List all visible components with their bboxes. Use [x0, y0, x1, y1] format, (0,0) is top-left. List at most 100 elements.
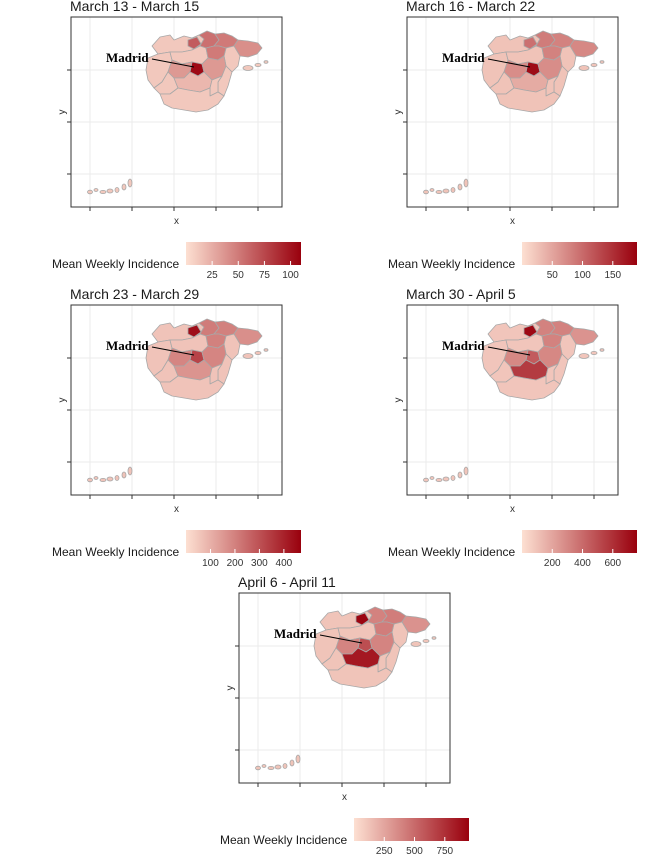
island [127, 178, 133, 188]
island [99, 189, 107, 194]
legend-tick-label: 100 [574, 270, 591, 281]
plot-frame [406, 304, 619, 496]
madrid-label: Madrid [106, 50, 149, 65]
legend-colorbar [354, 818, 469, 841]
island [457, 471, 463, 479]
region-north_dark [355, 612, 370, 626]
panel-title: March 30 - April 5 [406, 286, 516, 302]
legend-title: Mean Weekly Incidence [220, 833, 348, 847]
region-other [327, 663, 393, 689]
island [87, 189, 93, 195]
island [450, 187, 456, 193]
legend-tick-label: 300 [251, 558, 268, 569]
madrid-pointer [151, 346, 195, 356]
island [289, 759, 295, 767]
balearic-islands [578, 348, 605, 359]
panel-title: March 23 - March 29 [70, 286, 199, 302]
legend-tick-label: 400 [574, 558, 591, 569]
legend-tick-label: 600 [604, 558, 621, 569]
panel-title: March 16 - March 22 [406, 0, 535, 14]
spain-provinces [313, 606, 431, 689]
island [435, 477, 443, 482]
island [242, 353, 254, 359]
island [114, 187, 120, 193]
x-axis-label: x [174, 504, 179, 515]
island [254, 351, 262, 356]
x-axis-label: x [174, 216, 179, 227]
island [255, 765, 261, 771]
region-north_dark [187, 324, 202, 338]
balearic-islands [578, 60, 605, 71]
canary-islands [423, 178, 469, 195]
island [267, 765, 275, 770]
island [450, 475, 456, 481]
y-axis-label: y [225, 686, 236, 691]
spain-provinces [145, 30, 263, 113]
map-panel-2: March 16 - March 22 x y Madrid Mean Weekly I… [388, 0, 637, 281]
x-axis-label: x [510, 504, 515, 515]
panel-title: March 13 - March 15 [70, 0, 199, 14]
island [295, 754, 301, 764]
y-axis-label: y [57, 110, 68, 115]
legend-tick-label: 150 [604, 270, 621, 281]
madrid-pointer [487, 58, 531, 68]
legend-tick-label: 750 [436, 846, 453, 857]
balearic-islands [242, 60, 269, 71]
canary-islands [255, 754, 301, 771]
island [410, 641, 422, 647]
island [121, 183, 127, 191]
legend-tick-label: 400 [276, 558, 293, 569]
spain-provinces [481, 30, 599, 113]
island [599, 348, 605, 352]
madrid-pointer [151, 58, 195, 68]
plot-frame [70, 16, 283, 208]
map-panel-3: March 23 - March 29 x y Madrid Mean Weekly I… [52, 286, 301, 569]
island [263, 60, 269, 64]
legend-title: Mean Weekly Incidence [388, 545, 516, 559]
y-axis-label: y [393, 398, 404, 403]
island [442, 188, 450, 194]
region-other [495, 87, 561, 113]
island [590, 63, 598, 68]
legend-tick-label: 50 [233, 270, 245, 281]
island [578, 65, 590, 71]
island [106, 476, 114, 482]
island [127, 466, 133, 476]
island [422, 639, 430, 644]
map-panel-4: March 30 - April 5 x y Madrid Mean Weekly In… [388, 286, 637, 569]
legend: Mean Weekly Incidence 200 400 600 [388, 530, 637, 569]
island [274, 764, 282, 770]
madrid-label: Madrid [274, 626, 317, 641]
island [261, 764, 267, 768]
balearic-islands [242, 348, 269, 359]
island [121, 471, 127, 479]
y-axis-label: y [57, 398, 68, 403]
x-axis-label: x [510, 216, 515, 227]
legend: Mean Weekly Incidence 50 100 150 [388, 242, 637, 281]
region-other [495, 375, 561, 401]
legend-tick-label: 25 [207, 270, 219, 281]
canary-islands [87, 466, 133, 483]
plot-frame [238, 592, 451, 784]
madrid-label: Madrid [442, 50, 485, 65]
island [457, 183, 463, 191]
legend-title: Mean Weekly Incidence [52, 545, 180, 559]
y-axis-label: y [393, 110, 404, 115]
legend: Mean Weekly Incidence 25 50 75 100 [52, 242, 301, 281]
island [99, 477, 107, 482]
balearic-islands [410, 636, 437, 647]
island [590, 351, 598, 356]
madrid-pointer [319, 634, 363, 644]
region-north_dark [523, 324, 538, 338]
region-north_dark [523, 36, 538, 50]
island [282, 763, 288, 769]
island [93, 188, 99, 192]
island [106, 188, 114, 194]
canary-islands [423, 466, 469, 483]
legend-tick-label: 250 [376, 846, 393, 857]
legend-tick-label: 100 [282, 270, 299, 281]
island [114, 475, 120, 481]
legend-tick-label: 50 [547, 270, 559, 281]
madrid-pointer [487, 346, 531, 356]
